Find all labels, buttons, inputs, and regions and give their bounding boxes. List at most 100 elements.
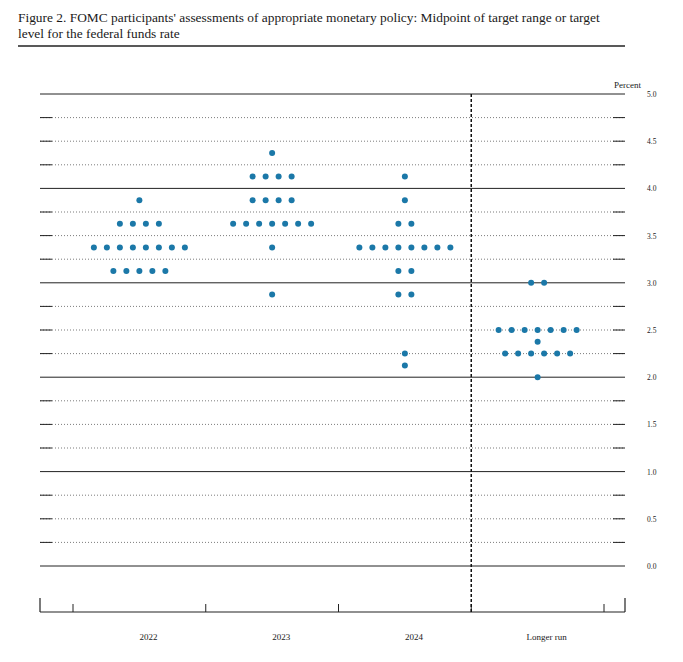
dot — [250, 174, 256, 180]
x-tick — [73, 604, 74, 612]
dot — [117, 244, 123, 250]
dot — [395, 244, 401, 250]
minor-grid-line — [40, 212, 625, 213]
dot — [541, 351, 547, 357]
minor-tick — [40, 306, 52, 307]
minor-tick — [40, 495, 52, 496]
minor-grid-line — [40, 353, 625, 354]
dot — [395, 268, 401, 274]
grid-line — [40, 141, 625, 142]
separator — [471, 94, 473, 612]
minor-tick — [40, 448, 52, 449]
minor-grid-line — [40, 448, 625, 449]
dots — [91, 150, 580, 380]
dot — [502, 351, 508, 357]
dot — [535, 374, 541, 380]
y-tick-label: 0.5 — [647, 515, 657, 524]
dot — [402, 197, 408, 203]
tick-mark — [40, 424, 52, 425]
dot — [91, 244, 97, 250]
minor-grid-line — [40, 259, 625, 260]
title-line: Figure 2. FOMC participants' assessments… — [18, 10, 600, 25]
dot — [554, 351, 560, 357]
minor-tick — [613, 259, 625, 260]
dot — [276, 174, 282, 180]
tick-mark — [613, 235, 625, 236]
minor-grid-line — [40, 400, 625, 401]
grid-line — [40, 424, 625, 425]
dot — [136, 268, 142, 274]
title-line: level for the federal funds rate — [18, 26, 180, 41]
minor-tick — [613, 353, 625, 354]
dot — [447, 244, 453, 250]
dot — [269, 221, 275, 227]
dot — [117, 221, 123, 227]
axis-end — [624, 598, 625, 612]
x-tick-label: Longer run — [527, 632, 568, 642]
y-tick-label: 3.0 — [647, 279, 657, 288]
dot — [434, 244, 440, 250]
minor-tick — [613, 400, 625, 401]
grid-line — [40, 471, 625, 472]
dot — [509, 327, 515, 333]
minor-tick — [613, 164, 625, 165]
dot — [528, 351, 534, 357]
dot — [169, 244, 175, 250]
dot — [541, 280, 547, 286]
minor-grid-line — [40, 495, 625, 496]
dot — [395, 221, 401, 227]
minor-tick — [613, 306, 625, 307]
dot — [408, 221, 414, 227]
dot — [382, 244, 388, 250]
tick-mark — [40, 518, 52, 519]
tick-mark — [40, 235, 52, 236]
dot — [535, 327, 541, 333]
dot — [567, 351, 573, 357]
dot — [149, 268, 155, 274]
y-tick-label: 3.5 — [647, 232, 657, 241]
title: Figure 2. FOMC participants' assessments… — [18, 10, 600, 41]
dot — [276, 197, 282, 203]
dot — [269, 292, 275, 298]
minor-grid-line — [40, 306, 625, 307]
minor-grid-line — [40, 542, 625, 543]
y-tick-label: 1.5 — [647, 420, 657, 429]
x-tick-label: 2022 — [139, 632, 157, 642]
axis-end — [39, 598, 40, 612]
dot — [574, 327, 580, 333]
y-tick-label: 2.5 — [647, 326, 657, 335]
dot — [143, 221, 149, 227]
minor-tick — [40, 400, 52, 401]
dot — [156, 221, 162, 227]
dot — [123, 268, 129, 274]
dot — [408, 244, 414, 250]
x-tick-label: 2023 — [272, 632, 291, 642]
dot — [269, 150, 275, 156]
grid-line — [40, 235, 625, 236]
dot — [263, 197, 269, 203]
dot — [402, 174, 408, 180]
tick-mark — [613, 330, 625, 331]
grid-line — [40, 566, 625, 567]
dot — [522, 327, 528, 333]
minor-tick — [40, 212, 52, 213]
minor-tick — [40, 542, 52, 543]
x-tick-label: 2024 — [405, 632, 424, 642]
dot — [548, 327, 554, 333]
y-tick-label: 2.0 — [647, 373, 657, 382]
minor-tick — [613, 542, 625, 543]
y-tick-label: 4.5 — [647, 137, 657, 146]
x-tick — [205, 604, 206, 612]
dot — [295, 221, 301, 227]
grid — [40, 94, 625, 566]
dot — [369, 244, 375, 250]
x-tick — [604, 604, 605, 612]
minor-tick — [40, 259, 52, 260]
dot — [395, 292, 401, 298]
dot — [243, 221, 249, 227]
dot — [130, 244, 136, 250]
dot — [289, 197, 295, 203]
dot — [408, 268, 414, 274]
dot — [402, 351, 408, 357]
dot — [402, 362, 408, 368]
